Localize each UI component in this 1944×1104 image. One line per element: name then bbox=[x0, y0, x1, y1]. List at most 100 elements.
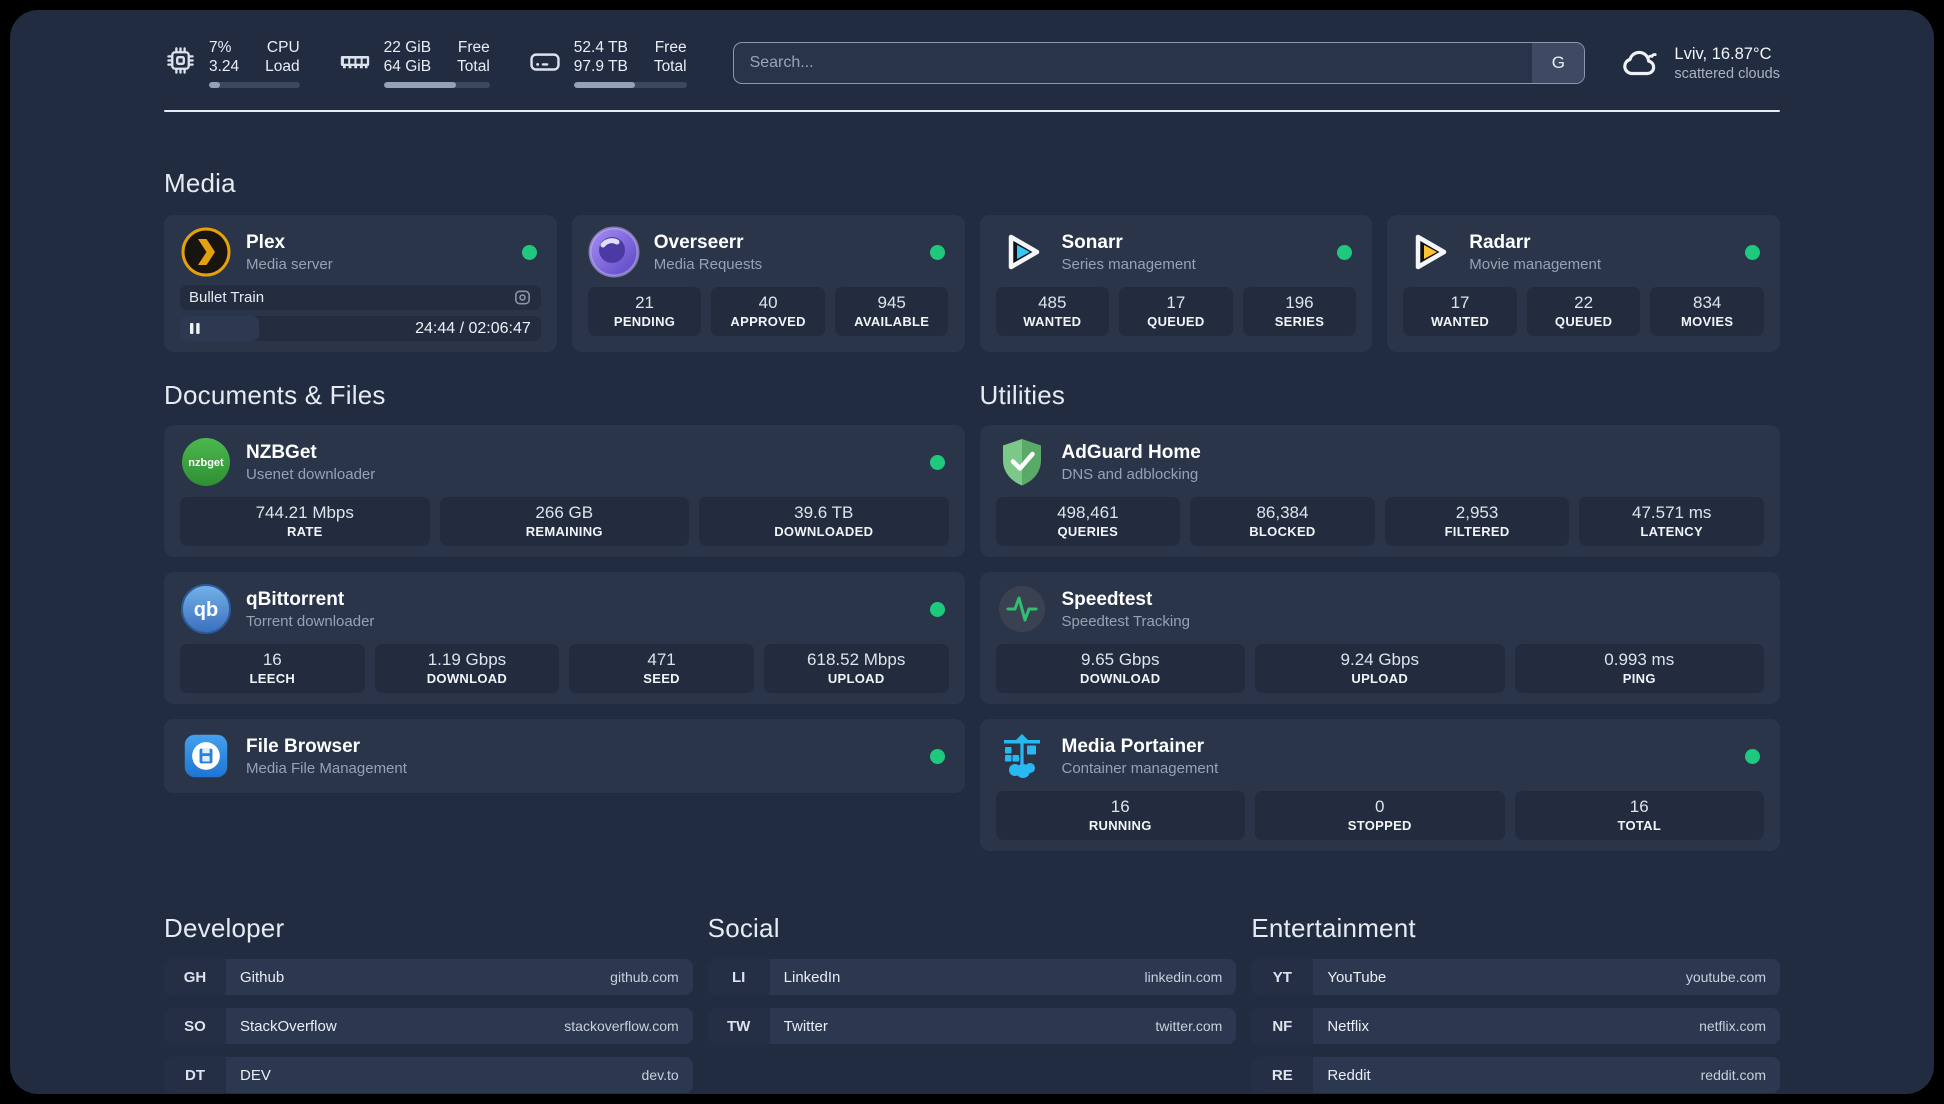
service-name: AdGuard Home bbox=[1061, 441, 1201, 463]
memory-progress-bar bbox=[383, 82, 490, 88]
service-description: Media Requests bbox=[653, 255, 763, 273]
search-input[interactable] bbox=[733, 43, 1533, 83]
bookmark-url: dev.to bbox=[641, 1067, 679, 1083]
status-indicator bbox=[929, 748, 945, 764]
nzbget-icon: nzbget bbox=[180, 436, 232, 488]
bookmark-linkedin[interactable]: LI LinkedIn linkedin.com bbox=[707, 959, 1237, 995]
bookmark-url: reddit.com bbox=[1700, 1067, 1766, 1083]
service-name: Speedtest bbox=[1061, 588, 1153, 610]
playback-time: 24:44 / 02:06:47 bbox=[415, 319, 531, 337]
portainer-icon bbox=[996, 730, 1048, 782]
bookmark-name: Netflix bbox=[1327, 1017, 1370, 1035]
bookmark-abbr: GH bbox=[164, 959, 226, 995]
bookmark-url: stackoverflow.com bbox=[564, 1018, 679, 1034]
weather-condition: scattered clouds bbox=[1674, 65, 1780, 82]
service-name: Media Portainer bbox=[1061, 735, 1205, 757]
bookmark-abbr: NF bbox=[1251, 1008, 1314, 1044]
stat-queued: 17 QUEUED bbox=[1119, 287, 1233, 336]
service-card-filebrowser[interactable]: File Browser Media File Management bbox=[164, 719, 965, 793]
disk-free-label: Free bbox=[654, 39, 687, 56]
svg-text:nzbget: nzbget bbox=[188, 457, 224, 469]
bookmark-reddit[interactable]: RE Reddit reddit.com bbox=[1251, 1057, 1780, 1093]
service-description: Series management bbox=[1061, 255, 1196, 273]
stat-available: 945 AVAILABLE bbox=[834, 287, 949, 336]
service-description: Media File Management bbox=[246, 759, 407, 777]
stat-stopped: 0 STOPPED bbox=[1255, 791, 1505, 840]
status-indicator bbox=[1337, 244, 1353, 260]
bookmark-name: DEV bbox=[240, 1066, 271, 1084]
status-indicator bbox=[521, 244, 537, 260]
service-card-qbittorrent[interactable]: qb qBittorrent Torrent downloader 16 LEE… bbox=[164, 572, 965, 704]
playback-progress-bar: 24:44 / 02:06:47 bbox=[180, 316, 541, 341]
filebrowser-icon bbox=[180, 730, 232, 782]
dashboard: 7% 3.24 CPU Load bbox=[10, 10, 1934, 1094]
stat-wanted: 485 WANTED bbox=[995, 287, 1110, 336]
disk-progress-bar bbox=[573, 82, 687, 88]
service-card-overseerr[interactable]: Overseerr Media Requests 21 PENDING 40 A… bbox=[571, 215, 965, 352]
search-provider-button[interactable]: G bbox=[1532, 43, 1585, 83]
cpu-progress-fill bbox=[209, 82, 220, 88]
stat-download: 1.19 Gbps DOWNLOAD bbox=[374, 644, 560, 693]
bookmark-abbr: RE bbox=[1251, 1057, 1314, 1093]
bookmark-stackoverflow[interactable]: SO StackOverflow stackoverflow.com bbox=[164, 1008, 693, 1044]
bookmarks-area: Developer GH Github github.com SO StackO… bbox=[164, 913, 1780, 1093]
cpu-usage: 7% bbox=[209, 39, 232, 56]
section-title-utilities: Utilities bbox=[979, 380, 1066, 410]
service-card-adguard[interactable]: AdGuard Home DNS and adblocking 498,461 … bbox=[979, 425, 1780, 557]
memory-icon bbox=[338, 44, 372, 78]
bookmark-dev[interactable]: DT DEV dev.to bbox=[164, 1057, 693, 1093]
memory-total-label: Total bbox=[457, 58, 490, 75]
status-indicator bbox=[929, 244, 945, 260]
service-description: Usenet downloader bbox=[246, 465, 376, 483]
stat-queries: 498,461 QUERIES bbox=[995, 497, 1181, 546]
stat-pending: 21 PENDING bbox=[587, 287, 702, 336]
service-description: Speedtest Tracking bbox=[1061, 612, 1190, 630]
disk-total: 97.9 TB bbox=[573, 58, 628, 75]
bookmark-abbr: DT bbox=[164, 1057, 226, 1093]
memory-progress-fill bbox=[383, 82, 456, 88]
service-card-plex[interactable]: Plex Media server Bullet Train bbox=[164, 215, 557, 352]
memory-widget: 22 GiB 64 GiB Free Total bbox=[338, 38, 490, 88]
weather-widget[interactable]: Lviv, 16.87°C scattered clouds bbox=[1619, 42, 1780, 84]
stat-upload: 618.52 Mbps UPLOAD bbox=[763, 644, 949, 693]
now-playing-row: Bullet Train bbox=[180, 285, 541, 310]
sonarr-icon bbox=[996, 226, 1048, 278]
stat-rate: 744.21 Mbps RATE bbox=[180, 497, 430, 546]
media-card-grid: Plex Media server Bullet Train bbox=[164, 215, 1780, 352]
speedtest-icon bbox=[996, 583, 1048, 635]
topbar-divider bbox=[164, 110, 1780, 112]
service-description: Media server bbox=[246, 255, 333, 273]
service-card-radarr[interactable]: Radarr Movie management 17 WANTED 22 QUE… bbox=[1387, 215, 1780, 352]
bookmark-url: youtube.com bbox=[1685, 969, 1766, 985]
section-title-media: Media bbox=[164, 168, 236, 198]
service-card-nzbget[interactable]: nzbget NZBGet Usenet downloader 744.21 M… bbox=[164, 425, 965, 557]
disk-widget: 52.4 TB 97.9 TB Free Total bbox=[528, 38, 687, 88]
stat-leech: 16 LEECH bbox=[180, 644, 365, 693]
bookmark-name: Reddit bbox=[1327, 1066, 1371, 1084]
bookmark-twitter[interactable]: TW Twitter twitter.com bbox=[707, 1008, 1237, 1044]
now-playing-title: Bullet Train bbox=[189, 289, 265, 306]
stat-remaining: 266 GB REMAINING bbox=[439, 497, 689, 546]
stat-seed: 471 SEED bbox=[569, 644, 754, 693]
service-card-portainer[interactable]: Media Portainer Container management 16 … bbox=[979, 719, 1780, 851]
bookmark-netflix[interactable]: NF Netflix netflix.com bbox=[1251, 1008, 1780, 1044]
bookmark-name: LinkedIn bbox=[783, 968, 841, 986]
pause-icon[interactable] bbox=[189, 322, 201, 335]
memory-free: 22 GiB bbox=[383, 39, 432, 56]
status-indicator bbox=[1745, 244, 1760, 260]
service-card-speedtest[interactable]: Speedtest Speedtest Tracking 9.65 Gbps D… bbox=[979, 572, 1780, 704]
section-title-social: Social bbox=[707, 913, 780, 943]
section-title-documents: Documents & Files bbox=[164, 380, 386, 410]
bookmark-group-social: Social LI LinkedIn linkedin.com TW Twitt… bbox=[707, 913, 1237, 1093]
service-card-sonarr[interactable]: Sonarr Series management 485 WANTED 17 Q… bbox=[979, 215, 1373, 352]
stat-download: 9.65 Gbps DOWNLOAD bbox=[995, 644, 1245, 693]
bookmark-youtube[interactable]: YT YouTube youtube.com bbox=[1251, 959, 1780, 995]
bookmark-group-entertainment: Entertainment YT YouTube youtube.com NF … bbox=[1251, 913, 1780, 1093]
stat-blocked: 86,384 BLOCKED bbox=[1190, 497, 1375, 546]
status-indicator bbox=[929, 454, 945, 470]
qbittorrent-icon: qb bbox=[180, 583, 232, 635]
service-name: qBittorrent bbox=[246, 588, 345, 610]
service-description: Torrent downloader bbox=[246, 612, 375, 630]
bookmark-github[interactable]: GH Github github.com bbox=[164, 959, 693, 995]
bookmark-url: twitter.com bbox=[1155, 1018, 1223, 1034]
